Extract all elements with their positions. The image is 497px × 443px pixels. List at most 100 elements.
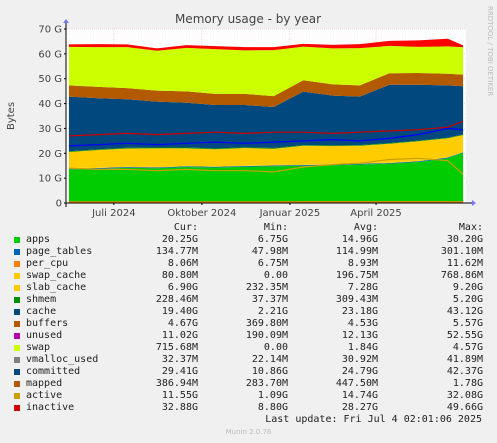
munin-version: Munin 2.0.76 [225,428,272,436]
legend-row: inactive 32.88G 8.80G 28.27G 49.66G [0,402,497,414]
y-tick-label: 10 G [38,174,62,185]
header-max: Max: [458,222,483,233]
legend-min-value: 0.00 [263,270,288,281]
legend-avg-value: 8.93M [347,258,378,269]
legend-swatch [14,261,20,267]
legend-cur-value: 228.46M [155,294,198,305]
legend-min-value: 8.80G [257,402,288,413]
legend-series-name: unused [26,330,63,341]
legend-max-value: 49.66G [446,402,483,413]
y-axis-label: Bytes [6,102,17,130]
legend-cur-value: 715.68M [155,342,198,353]
legend-avg-value: 24.79G [341,366,378,377]
line-inactive [68,120,464,137]
legend-cur-value: 19.40G [161,306,198,317]
area-unused [68,45,464,97]
legend-avg-value: 1.84G [347,342,378,353]
legend-avg-value: 12.13G [341,330,378,341]
legend-series-name: inactive [26,402,75,413]
legend-min-value: 369.80M [245,318,288,329]
x-tick-label: Oktober 2024 [167,208,236,219]
legend-series-name: cache [26,306,57,317]
legend-max-value: 301.10M [440,246,483,257]
y-tick-label: 30 G [38,124,62,135]
legend-min-value: 10.86G [251,366,288,377]
legend-swatch [14,333,20,339]
legend-max-value: 32.08G [446,390,483,401]
legend-min-value: 22.14M [251,354,288,365]
legend-avg-value: 28.27G [341,402,378,413]
legend-row: slab_cache 6.90G 232.35M 7.28G 9.20G [0,282,497,294]
legend-row: page_tables 134.77M 47.98M 114.99M 301.10M [0,246,497,258]
legend-max-value: 42.37G [446,366,483,377]
legend-series-name: mapped [26,378,63,389]
legend-avg-value: 14.96G [341,234,378,245]
legend-max-value: 52.55G [446,330,483,341]
legend-series-name: swap [26,342,51,353]
legend-avg-value: 309.43M [335,294,378,305]
legend-series-name: page_tables [26,246,93,257]
legend-swatch [14,345,20,351]
legend-max-value: 768.86M [440,270,483,281]
x-tick-label: Januar 2025 [259,208,321,219]
y-tick-label: 20 G [38,149,62,160]
legend-cur-value: 20.25G [161,234,198,245]
legend-swatch [14,369,20,375]
legend-max-value: 4.57G [452,342,483,353]
legend-series-name: committed [26,366,81,377]
legend-cur-value: 29.41G [161,366,198,377]
legend-min-value: 283.70M [245,378,288,389]
legend-avg-value: 30.92M [341,354,378,365]
y-tick-label: 50 G [38,74,62,85]
legend-min-value: 0.00 [263,342,288,353]
legend-avg-value: 7.28G [347,282,378,293]
legend-row: active 11.55G 1.09G 14.74G 32.08G [0,390,497,402]
legend-series-name: buffers [26,318,69,329]
header-min: Min: [263,222,288,233]
legend-cur-value: 8.06M [167,258,198,269]
legend-min-value: 190.09M [245,330,288,341]
legend-row: per_cpu 8.06M 6.75M 8.93M 11.62M [0,258,497,270]
legend-row: apps 20.25G 6.75G 14.96G 30.20G [0,234,497,246]
legend-max-value: 9.20G [452,282,483,293]
legend-cur-value: 11.02G [161,330,198,341]
legend-min-value: 47.98M [251,246,288,257]
legend-row: swap_cache 80.80M 0.00 196.75M 768.86M [0,270,497,282]
x-axis-arrow [472,200,476,206]
legend-max-value: 43.12G [446,306,483,317]
rrdtool-watermark: RRDTOOL / TOBI OETIKER [486,6,494,96]
legend-header: Cur: Min: Avg: Max: [0,222,497,234]
legend-series-name: shmem [26,294,57,305]
legend-series-name: per_cpu [26,258,69,269]
legend-max-value: 11.62M [446,258,483,269]
legend-swatch [14,249,20,255]
legend-avg-value: 23.18G [341,306,378,317]
legend-cur-value: 11.55G [161,390,198,401]
legend-swatch [14,381,20,387]
legend-max-value: 1.78G [452,378,483,389]
legend-row: buffers 4.67G 369.80M 4.53G 5.57G [0,318,497,330]
legend-swatch [14,237,20,243]
legend-avg-value: 196.75M [335,270,378,281]
area-shmem [68,134,464,152]
legend-cur-value: 134.77M [155,246,198,257]
legend-max-value: 5.20G [452,294,483,305]
legend-row: shmem 228.46M 37.37M 309.43M 5.20G [0,294,497,306]
legend-avg-value: 4.53G [347,318,378,329]
x-tick-label: April 2025 [350,208,401,219]
legend-cur-value: 32.88G [161,402,198,413]
legend-swatch [14,309,20,315]
legend-avg-value: 14.74G [341,390,378,401]
legend-row: unused 11.02G 190.09M 12.13G 52.55G [0,330,497,342]
legend-swatch [14,285,20,291]
legend-min-value: 6.75G [257,234,288,245]
area-buffers [68,73,464,107]
legend-cur-value: 80.80M [161,270,198,281]
legend-cur-value: 6.90G [167,282,198,293]
legend-max-value: 41.89M [446,354,483,365]
y-tick-label: 40 G [38,99,62,110]
legend-swatch [14,405,20,411]
header-cur: Cur: [173,222,198,233]
legend-series-name: swap_cache [26,270,87,281]
